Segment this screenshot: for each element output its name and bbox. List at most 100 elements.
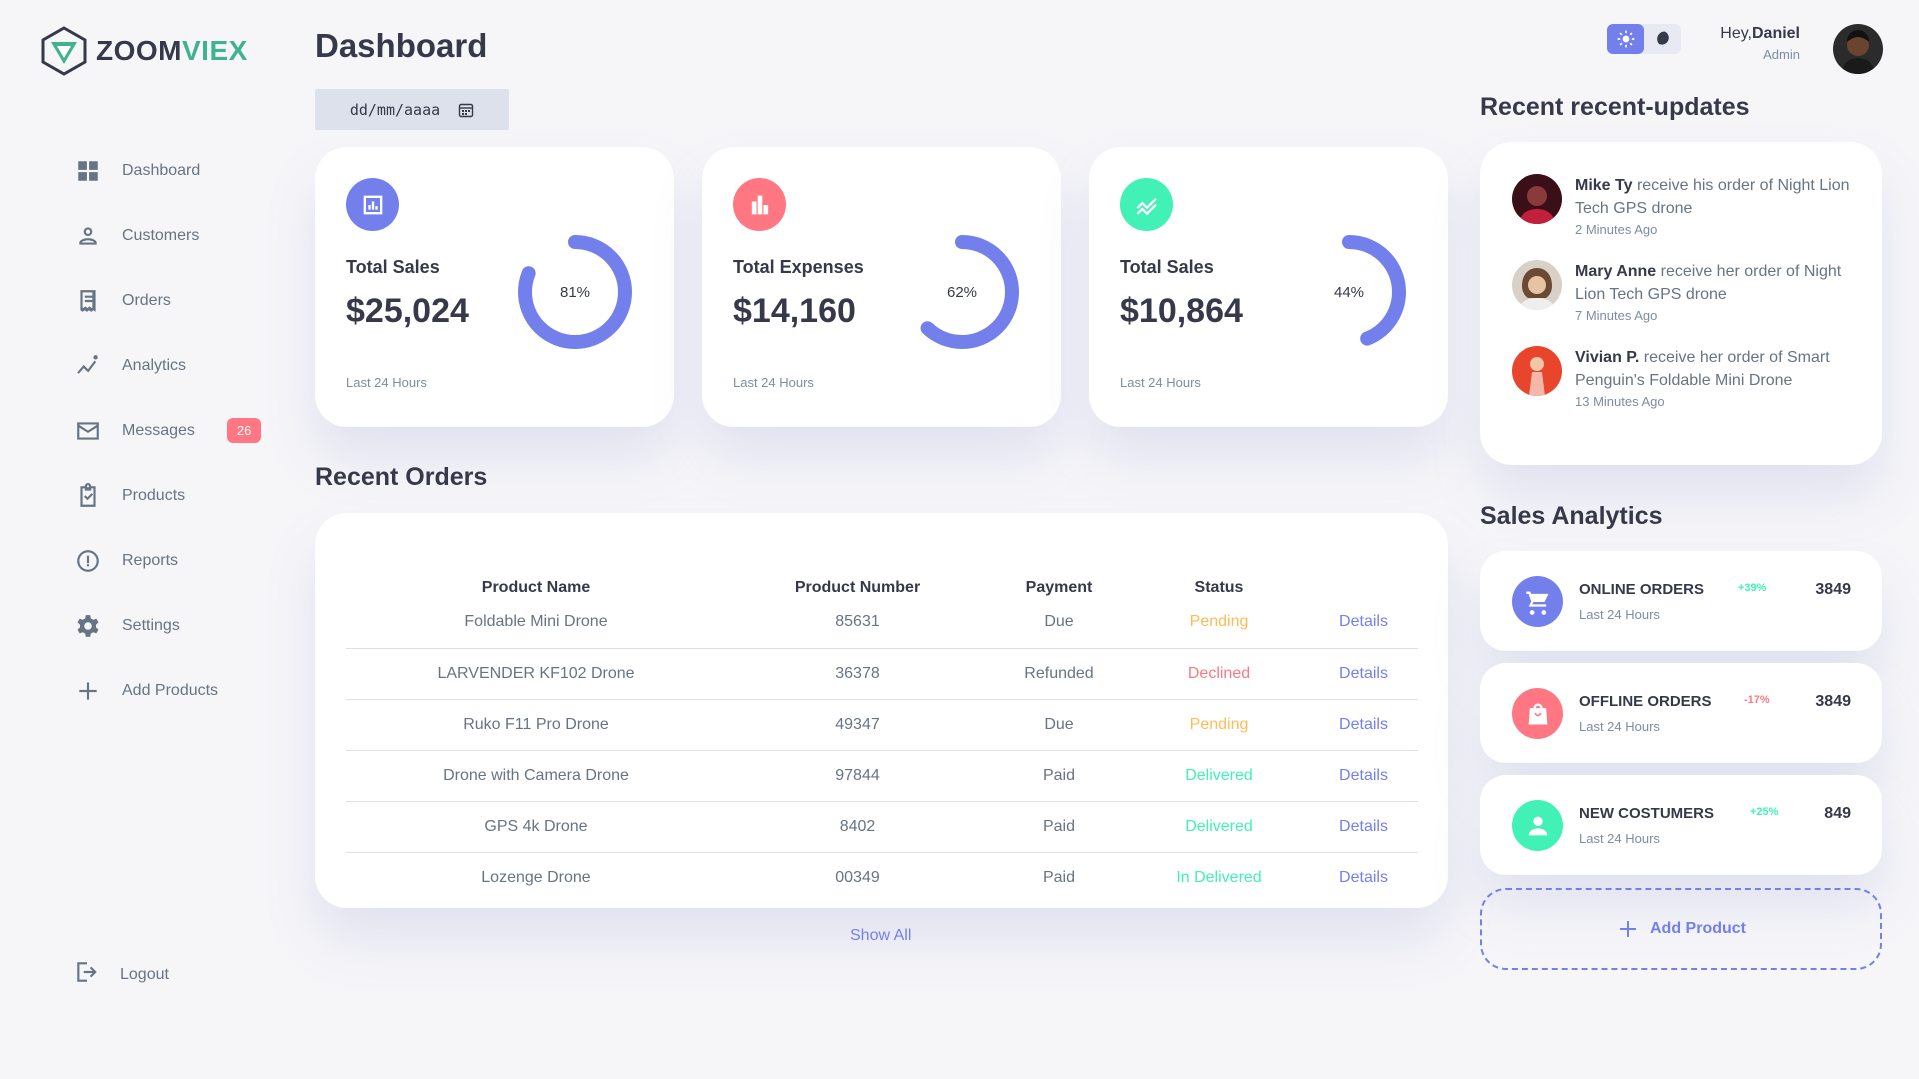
sidebar-item-label: Analytics (122, 356, 187, 374)
details-link[interactable]: Details (1309, 750, 1418, 802)
sidebar-item-reports[interactable]: Reports (74, 528, 261, 593)
avatar (1512, 346, 1562, 396)
order-status: Pending (1129, 699, 1309, 751)
add-product-button[interactable]: Add Product (1480, 888, 1882, 970)
person-icon (1512, 800, 1563, 851)
update-text: Vivian P. receive her order of Smart Pen… (1575, 349, 1830, 389)
analytics-change: +39% (1738, 582, 1767, 594)
progress-ring-arc (1292, 235, 1406, 349)
analytics-title: NEW COSTUMERS (1579, 805, 1714, 822)
column-header[interactable]: Status (1194, 579, 1244, 596)
receipt-icon (74, 287, 102, 315)
analytics-change: +25% (1750, 806, 1779, 818)
sidebar-item-settings[interactable]: Settings (74, 593, 261, 658)
payment-status: Paid (1042, 868, 1076, 886)
order-status: In Delivered (1176, 868, 1262, 886)
table-row[interactable]: GPS 4k Drone 8402 Paid Delivered Details (346, 801, 1418, 853)
sidebar-item-orders[interactable]: Orders (74, 268, 261, 333)
insight-period: Last 24 Hours (346, 375, 427, 390)
offline-orders-card[interactable]: OFFLINE ORDERS Last 24 Hours -17% 3849 (1480, 663, 1882, 763)
details-link[interactable]: Details (1309, 648, 1418, 700)
sidebar-item-label: Reports (122, 551, 179, 569)
brand-name: ZOOMVIEX (96, 35, 248, 66)
sidebar-item-messages[interactable]: Messages 26 (74, 398, 262, 463)
orders-table: Product Name Product Number Payment Stat… (346, 543, 1418, 903)
avatar (1512, 174, 1562, 224)
insight-card-total-income: Total Sales $10,864 44% Last 24 Hours (1089, 147, 1448, 427)
payment-status: Paid (989, 750, 1129, 802)
sidebar-item-label: Products (122, 486, 186, 504)
column-header[interactable]: Payment (1025, 579, 1093, 596)
table-header-row: Product Name Product Number Payment Stat… (346, 543, 1418, 597)
theme-toggle[interactable] (1607, 24, 1681, 54)
sidebar-item-analytics[interactable]: Analytics (74, 333, 261, 398)
order-status: Delivered (1129, 750, 1309, 802)
logout-button[interactable]: Logout (74, 959, 169, 990)
sidebar-item-products[interactable]: Products (74, 463, 261, 528)
details-link[interactable]: Details (1339, 868, 1388, 886)
product-name: Lozenge Drone (481, 868, 591, 886)
progress-ring-arc (905, 235, 1019, 349)
progress-percent: 81% (559, 283, 591, 301)
shopping-bag-icon (1512, 688, 1563, 739)
plus-icon (1620, 921, 1636, 937)
table-row[interactable]: Ruko F11 Pro Drone 49347 Due Pending Det… (346, 699, 1418, 751)
logo-icon (41, 26, 87, 76)
product-number: 97844 (726, 750, 989, 802)
product-name: LARVENDER KF102 Drone (346, 648, 726, 700)
update-text: Mary Anne receive her order of Night Lio… (1575, 263, 1842, 303)
analytics-title: ONLINE ORDERS (1579, 581, 1705, 598)
online-orders-card[interactable]: ONLINE ORDERS Last 24 Hours +39% 3849 (1480, 551, 1882, 651)
payment-status: Refunded (989, 648, 1129, 700)
analytics-title: OFFLINE ORDERS (1579, 693, 1712, 710)
analytics-value: 3849 (1815, 581, 1851, 598)
analytics-period: Last 24 Hours (1579, 831, 1660, 846)
sidebar-item-label: Dashboard (122, 161, 201, 179)
product-number: 36378 (726, 648, 989, 700)
table-row[interactable]: Drone with Camera Drone 97844 Paid Deliv… (346, 750, 1418, 802)
brand-logo[interactable]: ZOOMVIEX (40, 26, 248, 76)
sidebar-item-customers[interactable]: Customers (74, 203, 261, 268)
table-row[interactable]: LARVENDER KF102 Drone 36378 Refunded Dec… (346, 648, 1418, 700)
light-mode-icon[interactable] (1607, 24, 1644, 54)
update-time: 2 Minutes Ago (1575, 222, 1658, 237)
dark-mode-icon[interactable] (1644, 24, 1681, 54)
insight-amount: $25,024 (346, 292, 469, 330)
calendar-icon[interactable] (458, 102, 474, 118)
order-status: Pending (1129, 597, 1309, 649)
product-name: Drone with Camera Drone (346, 750, 726, 802)
insight-label: Total Sales (1120, 257, 1214, 277)
progress-ring-arc (518, 235, 632, 349)
analytics-change: -17% (1744, 694, 1770, 706)
details-link[interactable]: Details (1309, 597, 1418, 649)
date-input[interactable]: dd/mm/aaaa (315, 89, 509, 130)
insight-period: Last 24 Hours (1120, 375, 1201, 390)
product-name: Foldable Mini Drone (346, 597, 726, 649)
order-status: Declined (1129, 648, 1309, 700)
recent-orders-title: Recent Orders (315, 463, 488, 491)
update-time: 7 Minutes Ago (1575, 308, 1658, 323)
sidebar-item-label: Add Products (122, 681, 219, 699)
show-all-link[interactable]: Show All (850, 927, 912, 944)
details-link[interactable]: Details (1309, 699, 1418, 751)
sidebar-item-label: Customers (122, 226, 200, 244)
table-row[interactable]: Foldable Mini Drone 85631 Due Pending De… (346, 597, 1418, 649)
payment-status: Due (989, 699, 1129, 751)
profile-avatar[interactable] (1833, 24, 1883, 74)
product-number: 8402 (726, 801, 989, 853)
report-icon (74, 547, 102, 575)
details-link[interactable]: Details (1309, 801, 1418, 853)
person-icon (74, 222, 102, 250)
table-row[interactable]: Lozenge Drone 00349 Paid In Delivered De… (346, 852, 1418, 903)
column-header[interactable]: Product Name (481, 579, 591, 596)
sidebar-item-add-products[interactable]: Add Products (74, 658, 261, 723)
new-customers-card[interactable]: NEW COSTUMERS Last 24 Hours +25% 849 (1480, 775, 1882, 875)
profile-info: Hey,Daniel Admin (1700, 25, 1800, 62)
insight-label: Total Sales (346, 257, 440, 277)
product-name: GPS 4k Drone (346, 801, 726, 853)
column-header[interactable]: Product Number (794, 579, 921, 596)
sidebar-nav: Dashboard Customers Orders Analytics Mes… (74, 138, 262, 723)
insight-amount: $14,160 (733, 292, 856, 330)
insight-card-total-expenses: Total Expenses $14,160 62% Last 24 Hours (702, 147, 1061, 427)
sidebar-item-dashboard[interactable]: Dashboard (74, 138, 261, 203)
